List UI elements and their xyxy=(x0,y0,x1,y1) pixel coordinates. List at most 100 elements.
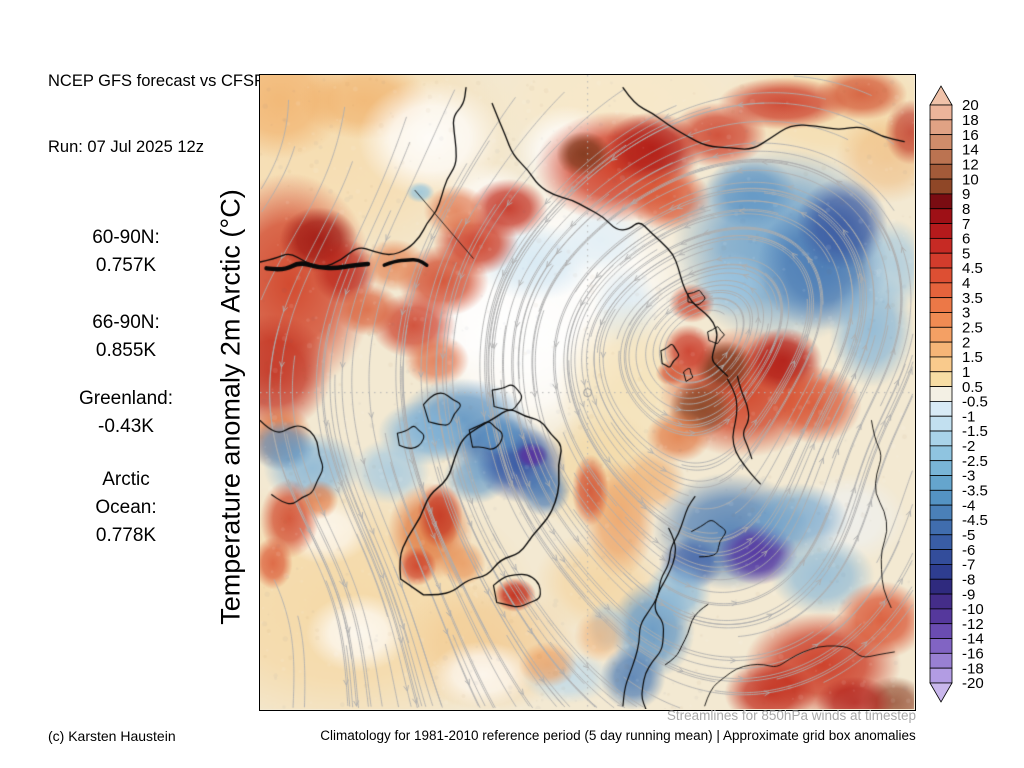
colorbar-segment xyxy=(929,608,953,625)
colorbar-tick-label: -3.5 xyxy=(962,483,988,500)
colorbar-segment xyxy=(929,208,953,224)
y-axis-label: Temperature anomaly 2m Arctic (°C) xyxy=(215,189,246,625)
colorbar-tick-label: 14 xyxy=(962,142,979,159)
colorbar-tick-label: -18 xyxy=(962,660,984,677)
colorbar-segment xyxy=(929,549,953,565)
colorbar-segment xyxy=(929,282,953,299)
colorbar-segment xyxy=(929,534,953,550)
colorbar-tick-label: 20 xyxy=(962,97,979,114)
colorbar-segment xyxy=(929,652,953,669)
colorbar-tick-label: 2.5 xyxy=(962,320,983,337)
colorbar-tick-label: 7 xyxy=(962,216,970,233)
colorbar-segment xyxy=(929,638,953,654)
stat-label: Ocean: xyxy=(95,497,157,518)
colorbar-tick-label: -14 xyxy=(962,631,984,648)
colorbar-segment xyxy=(929,119,953,136)
colorbar-segment xyxy=(929,475,953,491)
stat-value: 0.855K xyxy=(95,340,157,361)
stat-value: 0.778K xyxy=(95,525,157,546)
colorbar-segment xyxy=(929,623,953,639)
colorbar-tick-label: 8 xyxy=(962,201,970,218)
colorbar-segment xyxy=(929,460,953,476)
colorbar-tick-label: -5 xyxy=(962,527,975,544)
stat-greenland: Greenland: -0.43K xyxy=(36,385,216,441)
stat-value: -0.43K xyxy=(98,416,154,437)
colorbar-tick-label: -0.5 xyxy=(962,394,988,411)
colorbar-segment xyxy=(929,593,953,610)
climatology-note: Climatology for 1981-2010 reference peri… xyxy=(320,728,916,743)
colorbar-segment xyxy=(929,341,953,358)
colorbar-tick-label: -12 xyxy=(962,616,984,633)
colorbar-segment xyxy=(929,430,953,447)
colorbar-segment xyxy=(929,237,953,254)
stat-60-90n: 60-90N: 0.757K xyxy=(36,224,216,280)
colorbar-segment xyxy=(929,178,953,195)
colorbar-tick-label: 6 xyxy=(962,231,970,248)
colorbar-segment xyxy=(929,193,953,210)
colorbar-tick-label: -3 xyxy=(962,468,975,485)
colorbar-tick-label: 5 xyxy=(962,245,970,262)
stat-66-90n: 66-90N: 0.855K xyxy=(36,309,216,365)
colorbar-segment xyxy=(929,504,953,521)
colorbar-tick-label: 3 xyxy=(962,305,970,322)
colorbar-segment xyxy=(929,667,953,684)
colorbar-tick-label: -1.5 xyxy=(962,423,988,440)
colorbar-tick-label: -20 xyxy=(962,675,984,692)
colorbar-segment xyxy=(929,312,953,328)
colorbar-tick-label: -7 xyxy=(962,557,975,574)
map-frame xyxy=(259,74,916,711)
colorbar-tick-label: 9 xyxy=(962,186,970,203)
colorbar-arrow-bottom xyxy=(929,682,953,703)
colorbar: 20 18 16 14 12 10 9 8 7 6 5 4.5 4 3.5 3 2.5 2 1.5 1 0.5 -0.5… xyxy=(928,84,1024,710)
colorbar-tick-label: 4.5 xyxy=(962,260,983,277)
stat-label: Arctic xyxy=(102,469,150,490)
colorbar-tick-label: 1.5 xyxy=(962,349,983,366)
colorbar-tick-label: -9 xyxy=(962,586,975,603)
colorbar-segment xyxy=(929,578,953,595)
colorbar-tick-label: -4 xyxy=(962,497,975,514)
colorbar-segment xyxy=(929,252,953,269)
colorbar-segment xyxy=(929,134,953,150)
colorbar-tick-label: -1 xyxy=(962,408,975,425)
colorbar-segment xyxy=(929,163,953,180)
colorbar-segment xyxy=(929,267,953,284)
colorbar-tick-label: 4 xyxy=(962,275,970,292)
colorbar-segment xyxy=(929,519,953,536)
stat-arctic-ocean: Arctic Ocean: 0.778K xyxy=(36,466,216,550)
map-canvas xyxy=(260,75,914,709)
copyright: (c) Karsten Haustein xyxy=(48,728,176,744)
colorbar-tick-label: -2.5 xyxy=(962,453,988,470)
colorbar-tick-label: -4.5 xyxy=(962,512,988,529)
colorbar-tick-label: -6 xyxy=(962,542,975,559)
stat-label: 66-90N: xyxy=(92,312,160,333)
colorbar-segment xyxy=(929,400,953,417)
colorbar-segment xyxy=(929,223,953,239)
colorbar-tick-label: 0.5 xyxy=(962,379,983,396)
stat-label: 60-90N: xyxy=(92,227,160,248)
colorbar-tick-label: -16 xyxy=(962,646,984,663)
colorbar-segment xyxy=(929,415,953,432)
streamline-note: Streamlines for 850hPa winds at timestep xyxy=(666,708,916,723)
colorbar-segment xyxy=(929,104,953,121)
colorbar-tick-label: -2 xyxy=(962,438,975,455)
colorbar-segment xyxy=(929,326,953,343)
colorbar-tick-label: -10 xyxy=(962,601,984,618)
colorbar-tick-label: 1 xyxy=(962,364,970,381)
colorbar-tick-label: 18 xyxy=(962,112,979,129)
colorbar-arrow-top xyxy=(929,85,953,106)
colorbar-tick-label: 3.5 xyxy=(962,290,983,307)
colorbar-segment xyxy=(929,564,953,580)
colorbar-segment xyxy=(929,371,953,387)
run-timestamp: Run: 07 Jul 2025 12z xyxy=(48,138,204,156)
colorbar-segment xyxy=(929,297,953,313)
colorbar-tick-label: -8 xyxy=(962,571,975,588)
colorbar-segment xyxy=(929,445,953,462)
colorbar-segment xyxy=(929,489,953,506)
colorbar-tick-label: 10 xyxy=(962,171,979,188)
stat-label: Greenland: xyxy=(78,388,173,409)
colorbar-tick-label: 16 xyxy=(962,127,979,144)
colorbar-svg: 201816141210987654.543.532.521.510.5-0.5… xyxy=(929,85,988,703)
colorbar-tick-label: 2 xyxy=(962,334,970,351)
colorbar-segment xyxy=(929,149,953,165)
